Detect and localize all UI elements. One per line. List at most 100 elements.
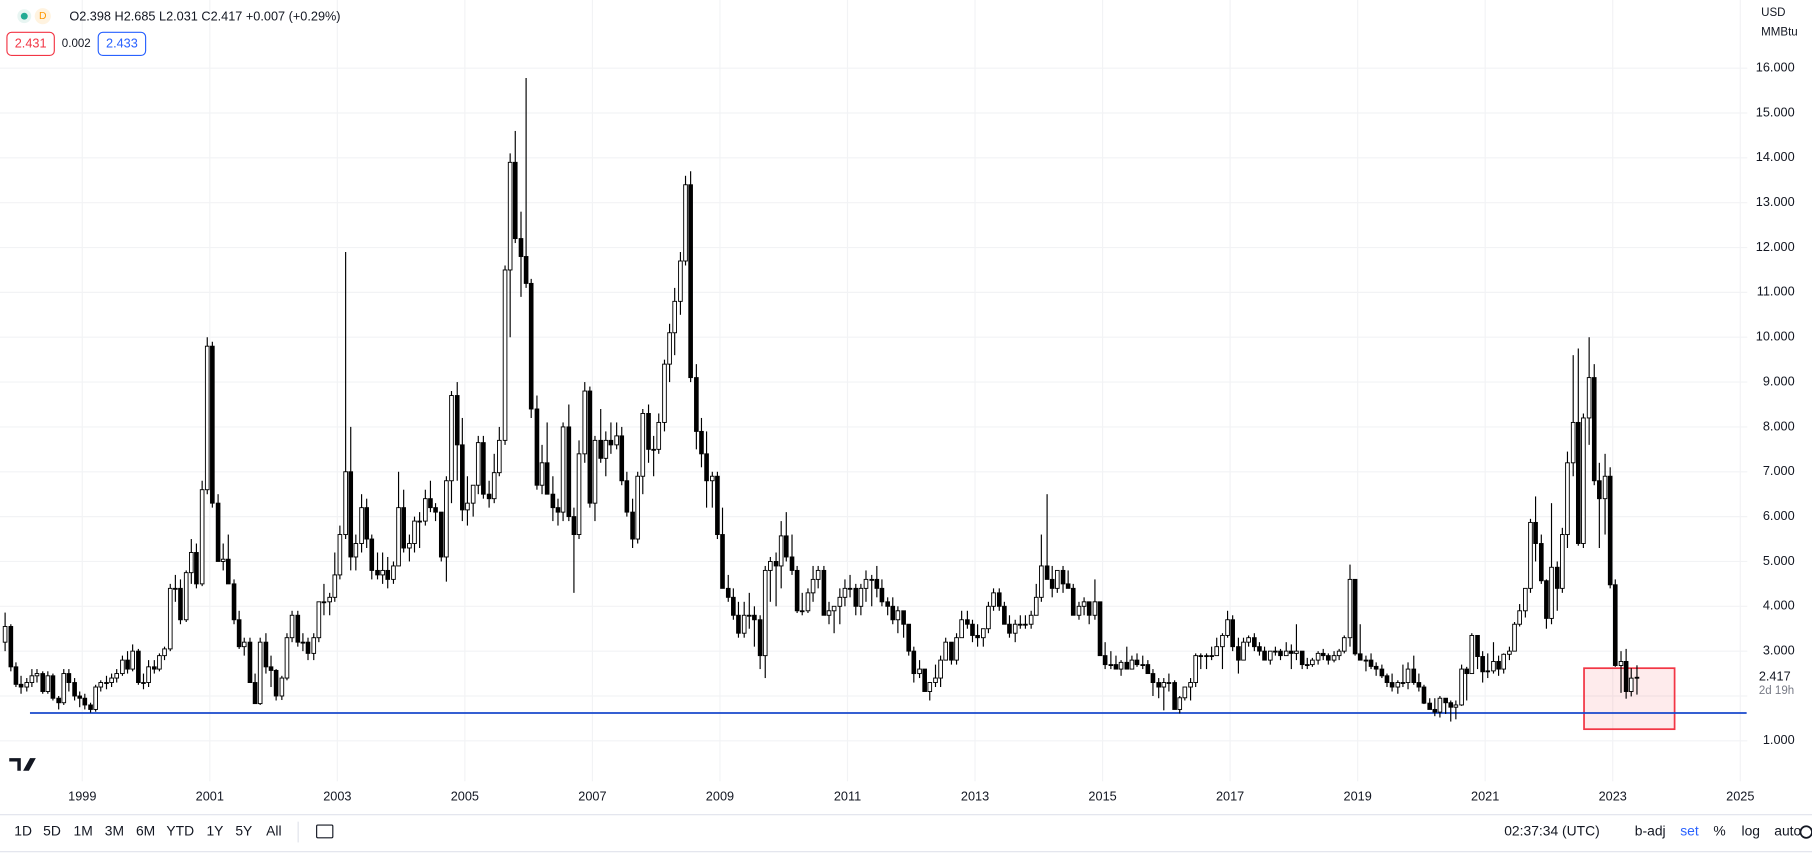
candle-body: [1065, 583, 1071, 589]
candle-body: [1618, 660, 1624, 666]
candle-body: [1188, 682, 1193, 688]
x-tick-label: 2021: [1471, 789, 1499, 804]
last-price: 2.417: [1759, 669, 1791, 684]
range-button[interactable]: 1D: [14, 823, 32, 839]
candle-body: [1018, 623, 1023, 626]
candle-body: [1033, 596, 1039, 616]
candle-body: [858, 587, 864, 607]
candle-body: [1198, 655, 1204, 658]
candle-body: [1565, 462, 1570, 536]
range-button[interactable]: YTD: [166, 823, 194, 839]
candle-body: [741, 614, 747, 634]
range-button[interactable]: 5D: [43, 823, 61, 839]
candle-body: [534, 408, 540, 486]
candle-body: [152, 666, 157, 670]
candle-body: [1485, 670, 1491, 673]
option-button[interactable]: set: [1680, 823, 1699, 839]
option-button[interactable]: b-adj: [1635, 823, 1666, 839]
candle-body: [614, 435, 619, 446]
candle-body: [821, 569, 827, 616]
candle-body: [1400, 682, 1406, 684]
candle-body: [890, 605, 896, 621]
candle-body: [295, 614, 301, 643]
option-button[interactable]: log: [1742, 823, 1761, 839]
y-tick-label: 3.000: [1763, 643, 1795, 658]
candle-body: [678, 260, 683, 302]
candle-body: [842, 587, 848, 598]
candle-body: [61, 673, 67, 704]
candle-body: [1023, 623, 1028, 626]
option-button[interactable]: auto: [1774, 823, 1801, 839]
candle-body: [1129, 659, 1135, 670]
candle-body: [1570, 421, 1576, 464]
candle-body: [1124, 661, 1130, 670]
candle-body: [1432, 708, 1438, 713]
candle-body: [662, 363, 667, 423]
range-button[interactable]: 6M: [136, 823, 155, 839]
range-button[interactable]: 5Y: [235, 823, 252, 839]
candle-body: [1512, 623, 1517, 652]
candle-body: [943, 641, 949, 661]
candle-body: [1549, 566, 1554, 619]
candles: [2, 78, 1747, 731]
candle-body: [24, 682, 30, 688]
y-tick-label: 10.000: [1756, 329, 1795, 344]
y-tick-label: 16.000: [1756, 60, 1795, 75]
candle-body: [1453, 704, 1459, 708]
range-button[interactable]: 3M: [105, 823, 124, 839]
compare-icon[interactable]: [316, 824, 334, 839]
candle-body: [1538, 543, 1544, 582]
candle-body: [215, 502, 221, 562]
candle-body: [1182, 686, 1188, 699]
candle-body: [1523, 587, 1528, 612]
grid: 1.0002.0003.0004.0005.0006.0007.0008.000…: [0, 0, 1795, 804]
candle-body: [555, 507, 561, 513]
candle-body: [1384, 675, 1390, 683]
x-tick-label: 2025: [1726, 789, 1754, 804]
candle-body: [1054, 569, 1060, 589]
candle-body: [869, 578, 875, 581]
y-tick-label: 7.000: [1763, 463, 1795, 478]
highlight-box[interactable]: [1583, 667, 1676, 731]
candle-body: [481, 442, 486, 495]
candle-body: [72, 682, 77, 697]
range-button[interactable]: 1M: [74, 823, 93, 839]
candle-body: [778, 535, 784, 567]
candle-body: [560, 426, 566, 513]
option-button[interactable]: %: [1713, 823, 1725, 839]
buy-box[interactable]: [97, 31, 147, 57]
candle-body: [949, 641, 954, 661]
x-tick-label: 2009: [706, 789, 734, 804]
candle-body: [901, 610, 906, 625]
candle-body: [433, 507, 438, 513]
y-tick-label: 8.000: [1763, 418, 1795, 433]
logo[interactable]: [9, 758, 36, 771]
candle-body: [1336, 650, 1342, 657]
candle-body: [847, 587, 853, 590]
sell-box[interactable]: [6, 31, 55, 57]
candle-body: [1102, 655, 1108, 666]
candle-body: [1501, 653, 1506, 670]
candle-body: [391, 565, 396, 580]
range-button[interactable]: All: [266, 823, 281, 839]
settings-icon[interactable]: [1799, 825, 1812, 839]
candle-body: [523, 256, 529, 284]
candle-body: [136, 650, 141, 683]
candle-body: [1395, 682, 1401, 688]
candle-body: [332, 574, 338, 598]
candle-body: [683, 184, 688, 262]
candle-body: [252, 682, 258, 705]
candle-body: [1086, 601, 1092, 616]
unit[interactable]: MMBtu: [1761, 26, 1798, 38]
candle-body: [93, 686, 98, 710]
candle-body: [88, 704, 93, 710]
candle-body: [114, 673, 120, 679]
range-button[interactable]: 1Y: [206, 823, 223, 839]
currency[interactable]: USD: [1761, 7, 1785, 19]
candle-body: [906, 623, 912, 652]
candle-body: [412, 520, 417, 544]
interval-badge[interactable]: [34, 8, 51, 25]
candle-body: [582, 390, 588, 455]
candle-body: [194, 552, 199, 585]
candle-body: [475, 442, 481, 486]
